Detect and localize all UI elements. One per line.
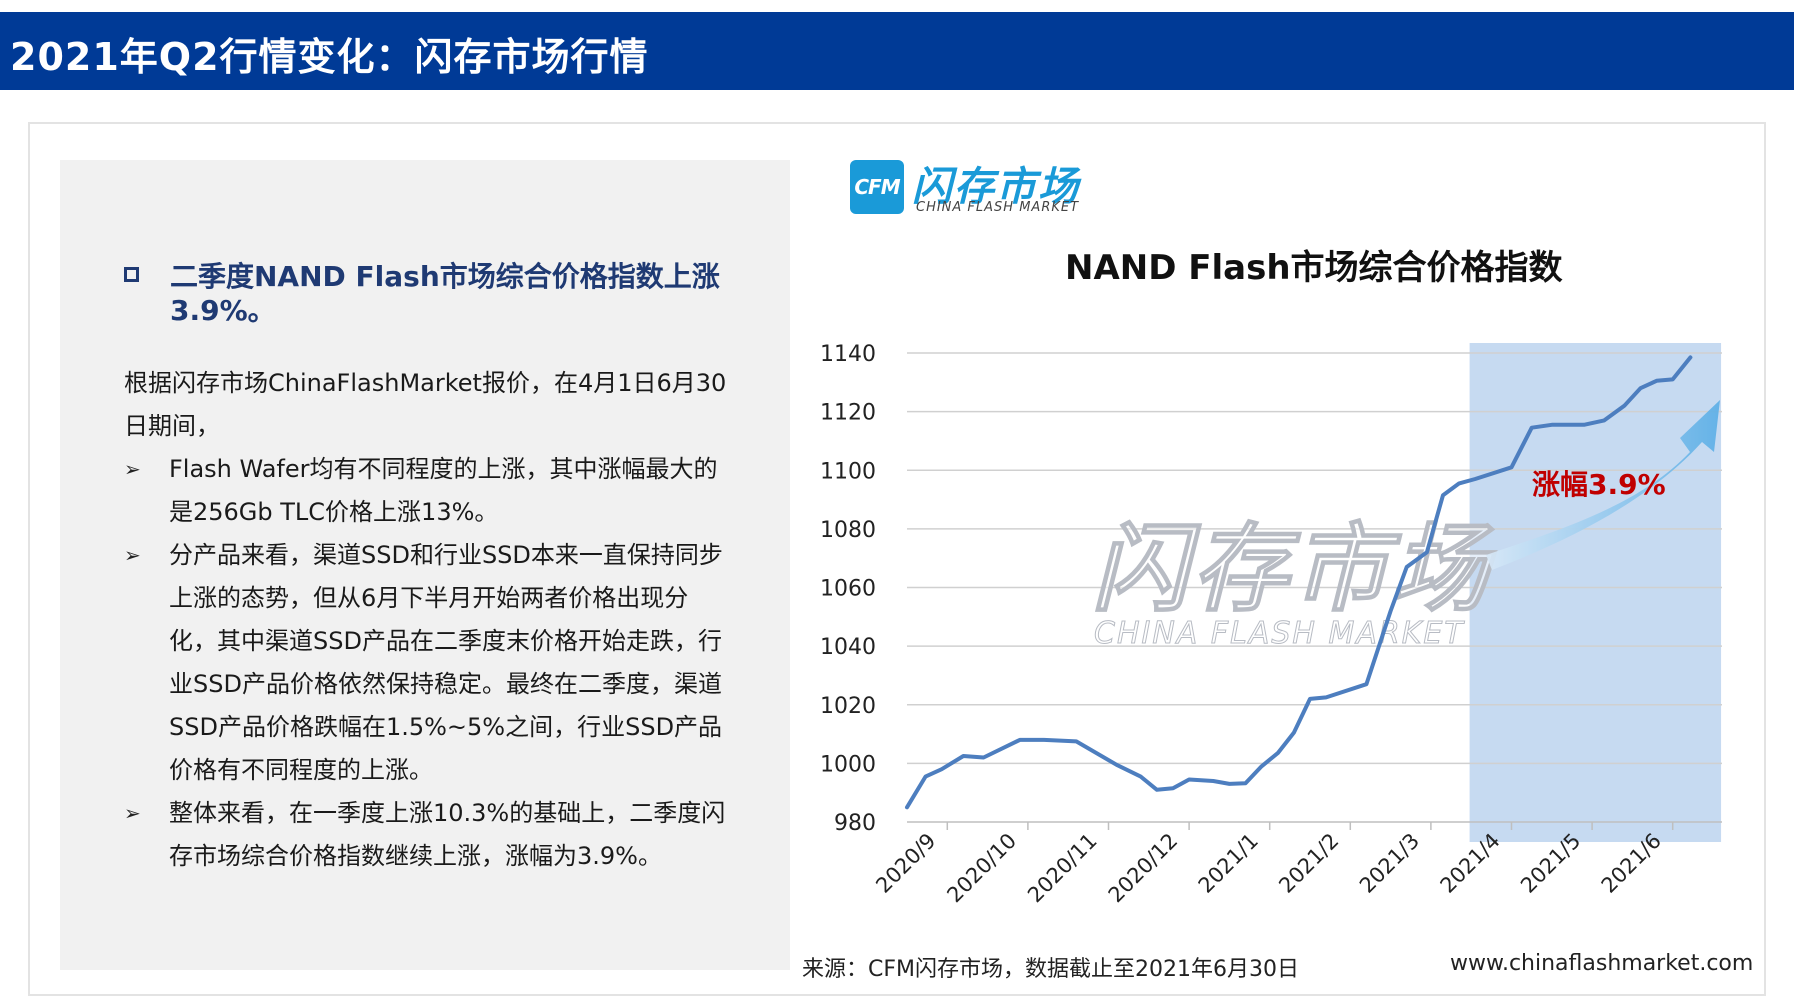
header-bar: 2021年Q2行情变化：闪存市场行情 xyxy=(0,12,1794,90)
logo-english-name: CHINA FLASH MARKET xyxy=(916,200,1080,215)
list-item: ➢ Flash Wafer均有不同程度的上涨，其中涨幅最大的是256Gb TLC… xyxy=(124,448,734,534)
series-line xyxy=(905,355,1693,810)
y-tick-label: 1060 xyxy=(820,577,876,602)
intro-paragraph: 根据闪存市场ChinaFlashMarket报价，在4月1日6月30日期间， xyxy=(124,369,727,440)
arrow-bullet-icon: ➢ xyxy=(124,457,141,481)
bullet-text: Flash Wafer均有不同程度的上涨，其中涨幅最大的是256Gb TLC价格… xyxy=(169,455,718,526)
headline-text: 二季度NAND Flash市场综合价格指数上涨3.9%。 xyxy=(170,260,720,327)
y-tick-label: 1000 xyxy=(820,752,876,777)
trend-arrow-icon xyxy=(1486,400,1720,570)
y-tick-label: 1080 xyxy=(820,518,876,543)
data-source-note: 来源：CFM闪存市场，数据截止至2021年6月30日 xyxy=(802,957,1299,982)
x-tick-label: 2020/11 xyxy=(1023,829,1102,908)
x-tick-label: 2020/9 xyxy=(871,829,940,898)
chart-title: NAND Flash市场综合价格指数 xyxy=(1065,248,1563,288)
y-tick-label: 1040 xyxy=(820,635,876,660)
x-tick-label: 2020/12 xyxy=(1104,829,1183,908)
list-item: ➢ 整体来看，在一季度上涨10.3%的基础上，二季度闪存市场综合价格指数继续上涨… xyxy=(124,792,734,878)
arrow-bullet-icon: ➢ xyxy=(124,543,141,567)
list-item: ➢ 分产品来看，渠道SSD和行业SSD本来一直保持同步上涨的态势，但从6月下半月… xyxy=(124,534,734,792)
website-link: www.chinaflashmarket.com xyxy=(1450,951,1754,976)
arrow-bullet-icon: ➢ xyxy=(124,801,141,825)
y-tick-label: 1100 xyxy=(820,459,876,484)
increase-label: 涨幅3.9% xyxy=(1532,468,1666,501)
x-tick-label: 2020/10 xyxy=(942,829,1021,908)
y-tick-label: 980 xyxy=(834,811,876,836)
page-title: 2021年Q2行情变化：闪存市场行情 xyxy=(10,35,649,79)
watermark-cn: 闪存市场 xyxy=(1092,513,1497,625)
watermark-en: CHINA FLASH MARKET xyxy=(1094,616,1465,651)
y-tick-label: 1020 xyxy=(820,694,876,719)
x-tick-label: 2021/2 xyxy=(1274,829,1343,898)
square-bullet-icon xyxy=(124,267,139,282)
bullet-text: 分产品来看，渠道SSD和行业SSD本来一直保持同步上涨的态势，但从6月下半月开始… xyxy=(169,541,723,784)
y-tick-label: 1120 xyxy=(820,401,876,426)
summary-body: 根据闪存市场ChinaFlashMarket报价，在4月1日6月30日期间， ➢… xyxy=(124,362,734,878)
text-panel xyxy=(60,160,790,970)
x-tick-label: 2021/1 xyxy=(1194,829,1263,898)
bullet-text: 整体来看，在一季度上涨10.3%的基础上，二季度闪存市场综合价格指数继续上涨，涨… xyxy=(169,799,726,870)
x-tick-label: 2021/3 xyxy=(1355,829,1424,898)
highlight-band xyxy=(1469,343,1722,842)
logo-chinese-name: 闪存市场 xyxy=(912,164,1080,210)
logo-box: CFM xyxy=(850,160,904,214)
y-tick-label: 1140 xyxy=(820,342,876,367)
